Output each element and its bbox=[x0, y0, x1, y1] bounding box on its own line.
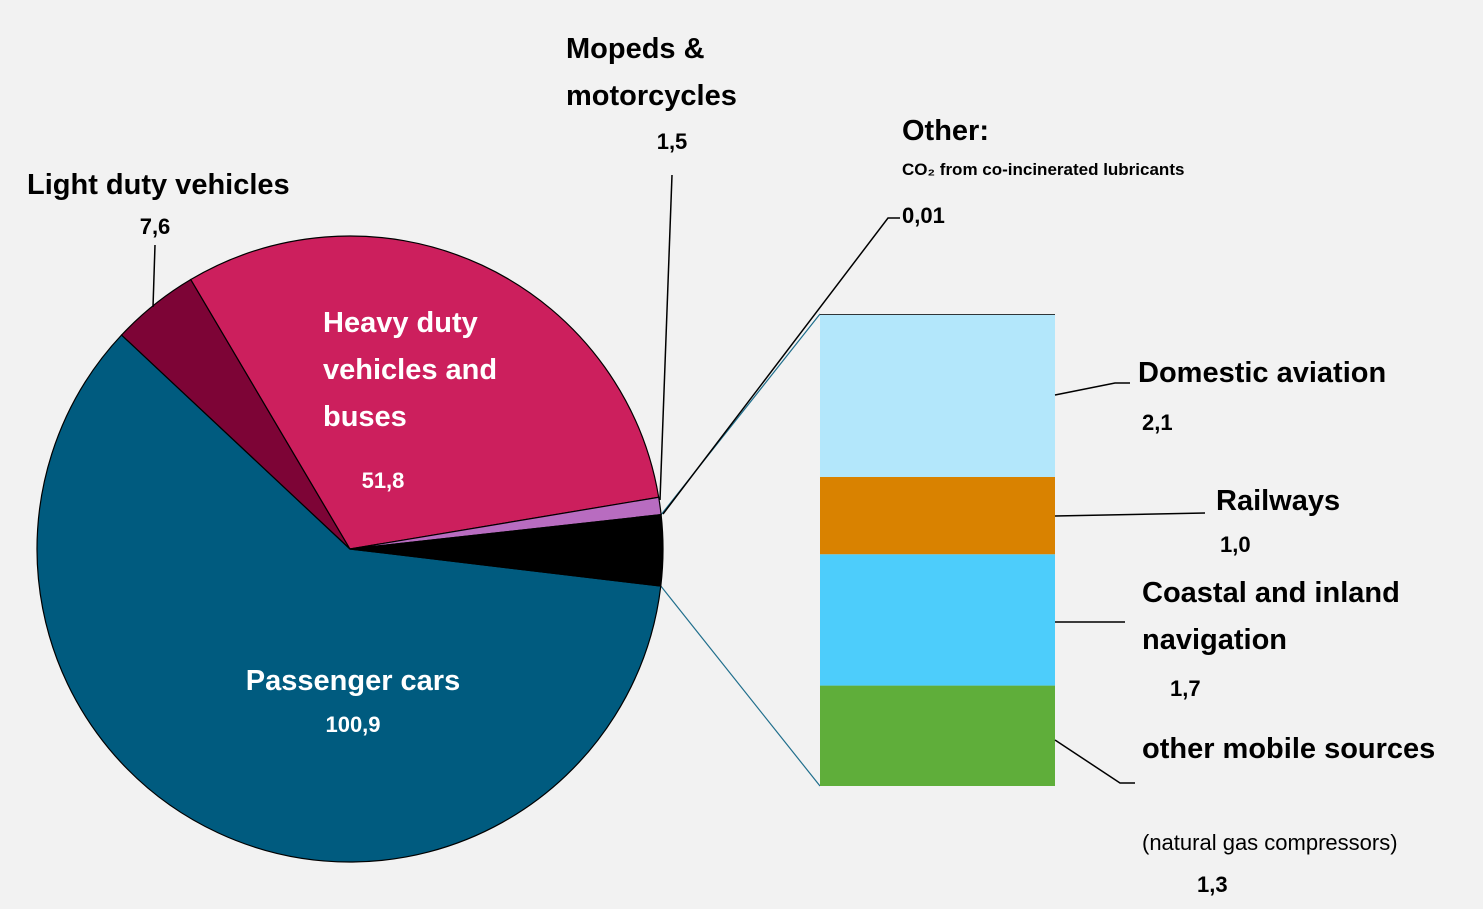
value-label: 0,01 bbox=[902, 203, 945, 228]
slice-label: Passenger cars bbox=[245, 665, 461, 697]
value-label: 51,8 bbox=[361, 468, 405, 493]
bar-label: Coastal and inland navigation bbox=[1142, 577, 1400, 656]
slice-label: Light duty vehicles bbox=[27, 169, 290, 201]
leader-lines bbox=[152, 174, 1206, 784]
aggregate-slice bbox=[349, 513, 664, 587]
leader-line bbox=[659, 174, 673, 501]
value-label: 1,7 bbox=[1170, 676, 1201, 701]
value-label: 1,5 bbox=[656, 129, 688, 154]
value-label: 2,1 bbox=[1142, 410, 1173, 435]
leader-line bbox=[662, 217, 900, 515]
value-label: 1,3 bbox=[1197, 872, 1228, 897]
value-label: 1,0 bbox=[1220, 532, 1251, 557]
bar-note: CO₂ from co-incinerated lubricants bbox=[902, 160, 1185, 179]
value-label: 7,6 bbox=[139, 214, 171, 239]
leader-line bbox=[152, 244, 156, 308]
leader-line bbox=[1054, 512, 1206, 517]
bar-label: other mobile sources bbox=[1142, 733, 1436, 765]
bar-label: Railways bbox=[1216, 485, 1341, 517]
bar-label: Other: bbox=[902, 115, 989, 147]
value-label: 100,9 bbox=[325, 712, 381, 737]
connector bbox=[660, 585, 821, 787]
bar-segment bbox=[820, 554, 1055, 686]
leader-line bbox=[1054, 382, 1130, 396]
slice-label: Mopeds & motorcycles bbox=[566, 33, 737, 112]
bar-segment bbox=[820, 685, 1055, 786]
bar-label: Domestic aviation bbox=[1138, 357, 1387, 389]
bar-segment bbox=[820, 476, 1055, 555]
bar-segment bbox=[820, 314, 1055, 477]
leader-line bbox=[1054, 739, 1135, 784]
bar-note: (natural gas compressors) bbox=[1142, 830, 1398, 855]
slice-label: Heavy duty vehicles and buses bbox=[323, 307, 498, 433]
pie-slice bbox=[189, 235, 660, 550]
bar-segment bbox=[820, 314, 1055, 315]
pie-slice bbox=[36, 334, 662, 863]
